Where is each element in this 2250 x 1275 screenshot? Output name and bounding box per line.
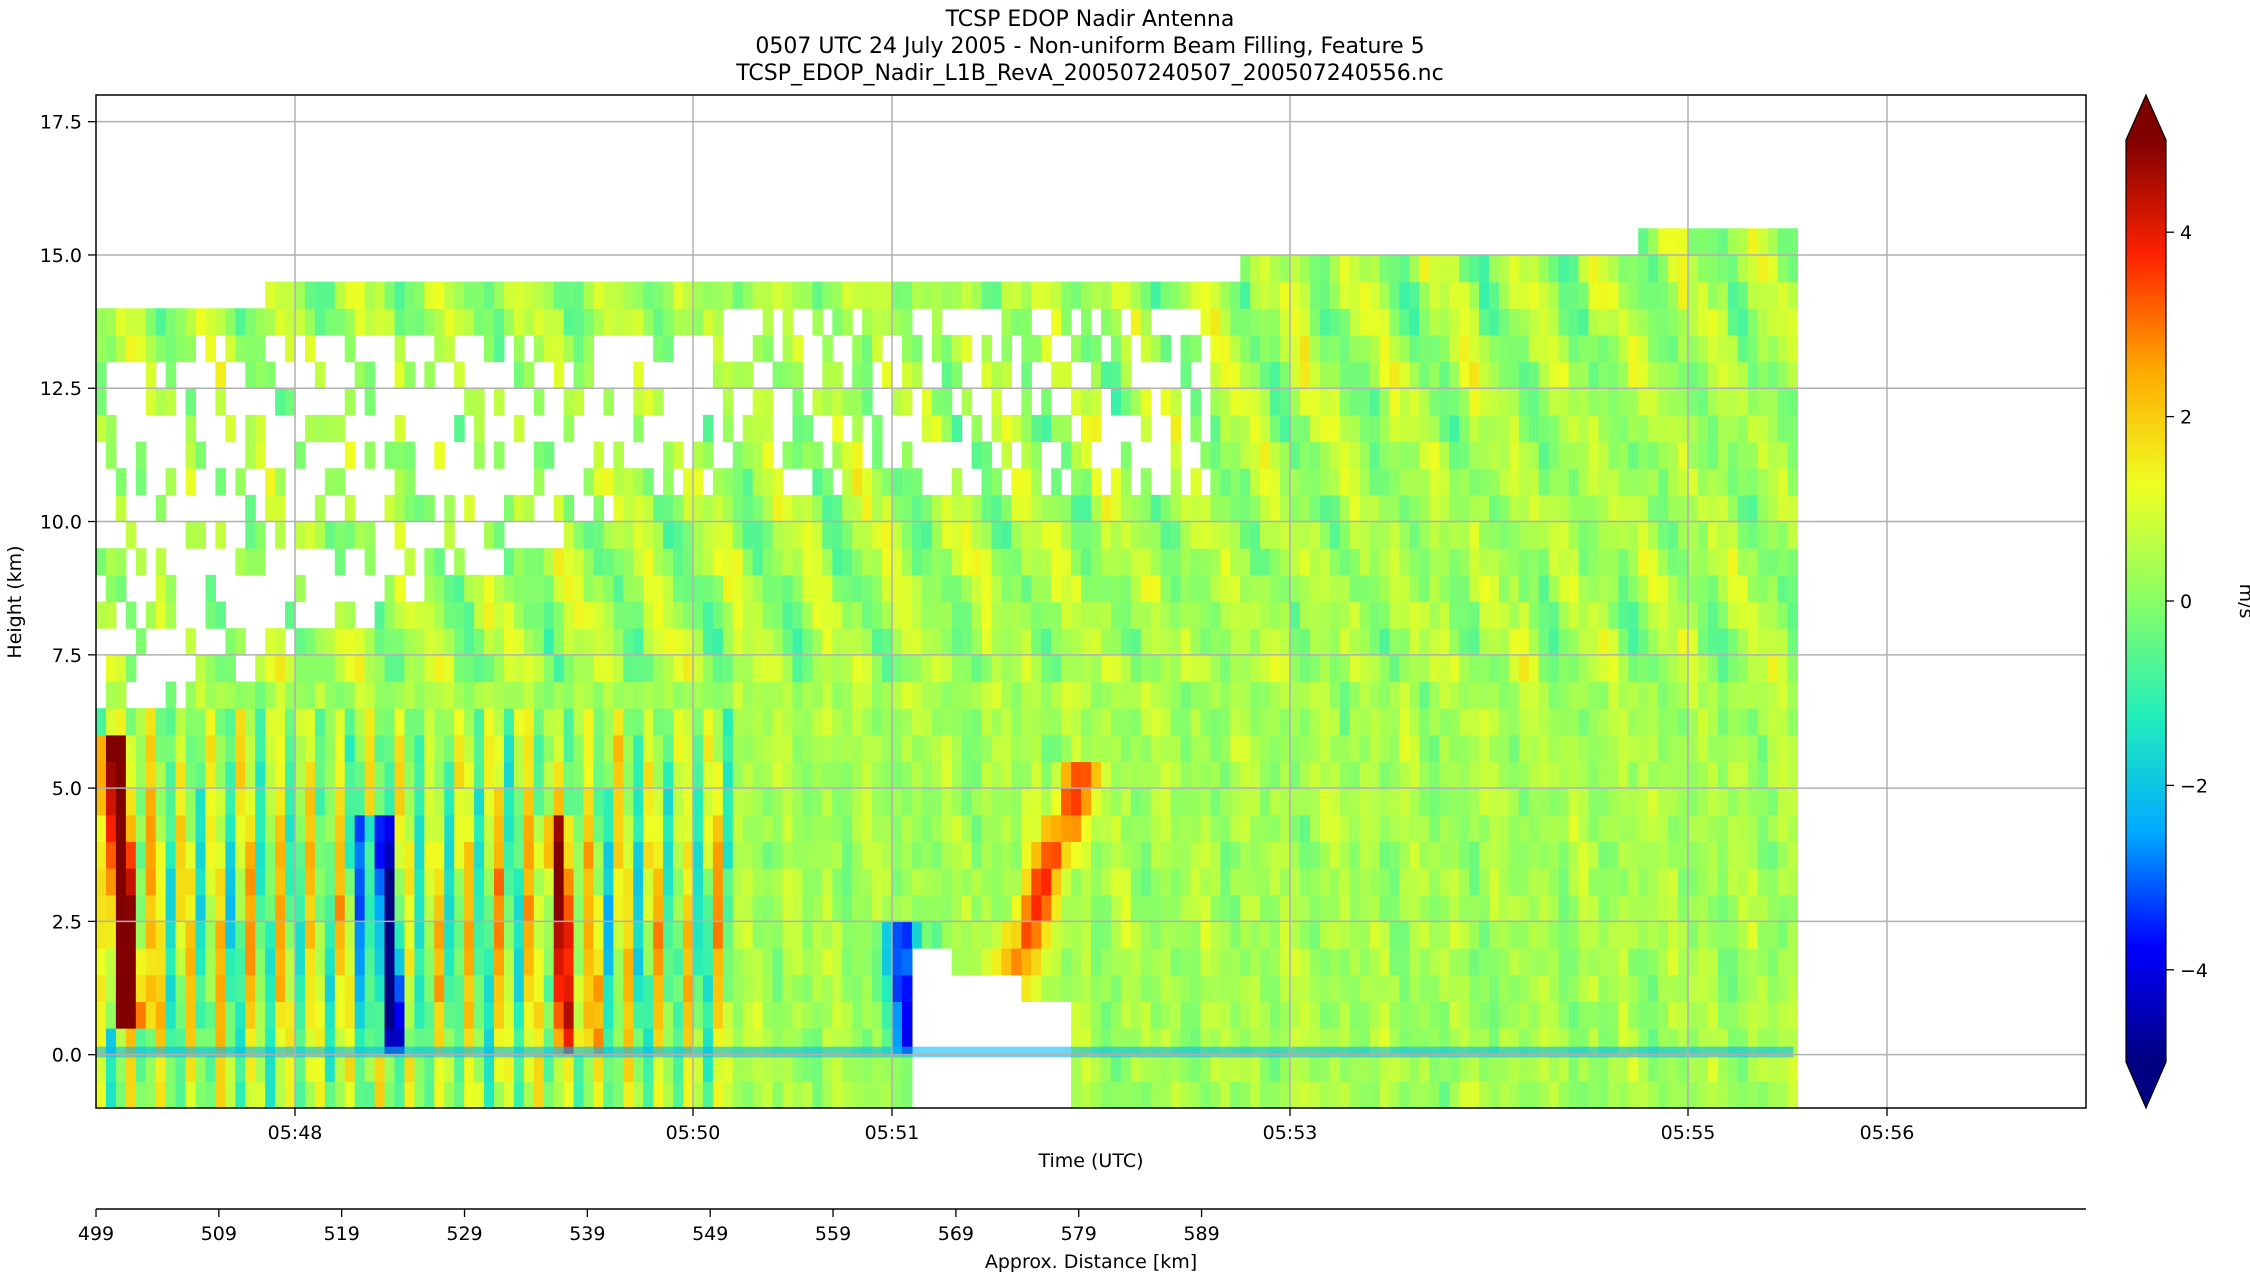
y-tick-label: 17.5 <box>40 112 82 134</box>
y-axis-ticks: 0.0 2.5 5.0 7.5 10.0 12.5 15.0 17.5 <box>40 112 96 1067</box>
x-axis-label: Time (UTC) <box>1037 1150 1143 1172</box>
distance-tick-label: 499 <box>78 1223 114 1245</box>
distance-axis-label: Approx. Distance [km] <box>985 1251 1197 1273</box>
colorbar-label: m/s <box>2235 584 2250 619</box>
distance-tick-label: 519 <box>324 1223 360 1245</box>
distance-tick-label: 569 <box>938 1223 974 1245</box>
distance-tick-label: 539 <box>569 1223 605 1245</box>
distance-axis-ticks: 499 509 519 529 539 549 559 569 579 589 <box>78 1209 1220 1245</box>
x-tick-label: 05:51 <box>865 1122 920 1144</box>
chart-title-line-1: TCSP EDOP Nadir Antenna <box>945 7 1235 32</box>
y-tick-label: 12.5 <box>40 378 82 400</box>
colorbar-body <box>2126 140 2166 1062</box>
velocity-heatmap <box>96 228 1799 1108</box>
colorbar-max-extend <box>2126 95 2166 140</box>
colorbar-tick-label: −2 <box>2180 775 2208 797</box>
x-tick-label: 05:48 <box>268 1122 323 1144</box>
colorbar-ticks: 4 2 0 −2 −4 <box>2166 222 2208 982</box>
distance-tick-label: 559 <box>815 1223 851 1245</box>
colorbar-min-extend <box>2126 1062 2166 1108</box>
plot-frame <box>95 94 2087 1109</box>
y-tick-label: 5.0 <box>52 778 82 800</box>
distance-tick-label: 509 <box>201 1223 237 1245</box>
colorbar: 4 2 0 −2 −4 m/s <box>2125 93 2250 1110</box>
y-tick-label: 0.0 <box>52 1045 82 1067</box>
distance-axis: 499 509 519 529 539 549 559 569 579 589 Approx. D… <box>78 1208 2086 1273</box>
distance-tick-label: 549 <box>692 1223 728 1245</box>
x-tick-label: 05:53 <box>1263 1122 1318 1144</box>
colorbar-tick-label: −4 <box>2180 960 2208 982</box>
x-tick-label: 05:55 <box>1661 1122 1716 1144</box>
x-axis-ticks: 05:48 05:50 05:51 05:53 05:55 05:56 <box>268 1108 1915 1144</box>
x-tick-label: 05:56 <box>1860 1122 1915 1144</box>
chart-title-line-3: TCSP_EDOP_Nadir_L1B_RevA_200507240507_20… <box>735 61 1443 86</box>
colorbar-outline <box>2125 93 2167 1110</box>
colorbar-tick-label: 0 <box>2180 591 2192 613</box>
grid-lines <box>96 95 2086 1108</box>
y-tick-label: 15.0 <box>40 245 82 267</box>
colorbar-tick-label: 2 <box>2180 407 2192 429</box>
colorbar-tick-label: 4 <box>2180 222 2192 244</box>
distance-tick-label: 579 <box>1061 1223 1097 1245</box>
plot-area: 05:48 05:50 05:51 05:53 05:55 05:56 0.0 2.5 5.0… <box>40 94 2087 1144</box>
y-axis-label: Height (km) <box>4 545 26 658</box>
distance-tick-label: 529 <box>446 1223 482 1245</box>
y-tick-label: 2.5 <box>52 911 82 933</box>
y-tick-label: 10.0 <box>40 512 82 534</box>
y-tick-label: 7.5 <box>52 645 82 667</box>
chart-title-line-2: 0507 UTC 24 July 2005 - Non-uniform Beam… <box>755 34 1424 59</box>
distance-tick-label: 589 <box>1183 1223 1219 1245</box>
x-tick-label: 05:50 <box>666 1122 721 1144</box>
